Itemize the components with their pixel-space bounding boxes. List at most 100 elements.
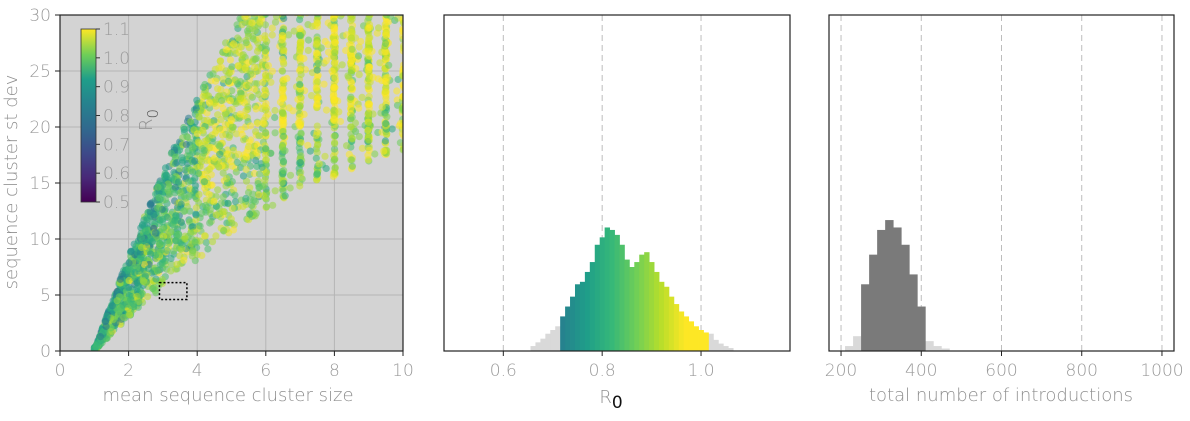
scatter-point	[170, 144, 178, 152]
hist-bar	[925, 341, 934, 351]
scatter-point	[205, 92, 213, 100]
scatter-point	[338, 61, 346, 69]
scatter-point	[202, 238, 210, 246]
hist-x-tick-label: 400	[905, 361, 937, 381]
scatter-point	[313, 122, 321, 130]
scatter-point	[229, 40, 238, 48]
scatter-point	[133, 292, 141, 300]
scatter-point	[258, 7, 265, 14]
scatter-point	[219, 169, 227, 177]
hist-bar	[885, 220, 894, 351]
scatter-point	[296, 16, 304, 24]
scatter-point	[156, 248, 164, 256]
introductions-grid	[840, 15, 1163, 351]
scatter-y-tick-label: 30	[29, 6, 51, 26]
scatter-point	[158, 225, 166, 233]
scatter-point	[314, 7, 321, 14]
scatter-point	[202, 196, 210, 204]
scatter-point	[364, 66, 373, 74]
scatter-x-tick-label: 8	[329, 361, 340, 381]
scatter-point	[295, 144, 303, 152]
scatter-point	[231, 191, 239, 199]
scatter-point	[242, 165, 250, 174]
scatter-point	[264, 62, 272, 70]
scatter-point	[365, 15, 373, 22]
scatter-point	[400, 105, 403, 113]
scatter-point	[300, 110, 308, 118]
scatter-point	[271, 129, 279, 137]
hist-bar	[718, 343, 724, 351]
scatter-point	[369, 73, 377, 81]
scatter-point	[224, 77, 233, 85]
scatter-point	[297, 70, 305, 79]
scatter-point	[201, 137, 209, 145]
scatter-point	[330, 15, 338, 22]
scatter-point	[381, 87, 389, 95]
scatter-point	[280, 15, 288, 22]
introductions-x-label: total number of introductions	[869, 385, 1133, 406]
scatter-point	[172, 153, 180, 161]
scatter-point	[399, 92, 403, 101]
scatter-point	[189, 223, 197, 231]
scatter-point	[306, 147, 314, 155]
scatter-point	[348, 162, 356, 170]
scatter-point	[286, 171, 295, 179]
hist-bar	[589, 262, 596, 351]
scatter-point	[351, 119, 359, 127]
scatter-point	[196, 222, 204, 230]
colorbar-tick-label: 1.1	[103, 20, 130, 40]
scatter-point	[177, 200, 185, 208]
scatter-point	[248, 93, 256, 101]
scatter-point	[231, 76, 239, 84]
scatter-point	[268, 67, 276, 75]
scatter-point	[193, 130, 202, 138]
scatter-point	[116, 275, 124, 283]
scatter-point	[347, 17, 355, 25]
introductions-x-ticks: 200 400 600 800 1000	[825, 351, 1184, 381]
scatter-point	[313, 78, 322, 86]
scatter-point	[386, 15, 395, 20]
scatter-point	[396, 139, 403, 147]
scatter-point	[217, 85, 225, 94]
scatter-point	[148, 238, 156, 246]
scatter-point	[171, 183, 179, 191]
scatter-point	[279, 132, 288, 140]
scatter-point	[331, 74, 339, 82]
scatter-point	[262, 8, 269, 15]
scatter-point	[331, 163, 339, 172]
scatter-point	[248, 19, 256, 27]
scatter-point	[307, 92, 316, 100]
scatter-point	[325, 48, 333, 56]
hist-bar	[853, 336, 862, 351]
scatter-point	[312, 131, 320, 139]
scatter-point	[139, 276, 147, 284]
colorbar: 0.5 0.6 0.7 0.8 0.9 1.0 1.1 R0	[80, 20, 162, 213]
hist-bar	[917, 306, 926, 351]
scatter-point	[251, 15, 259, 21]
scatter-point	[347, 123, 355, 131]
scatter-point	[209, 70, 217, 78]
scatter-point	[296, 80, 304, 88]
hist-bar	[688, 321, 695, 351]
scatter-y-tick-label: 10	[29, 230, 51, 250]
scatter-point	[149, 284, 157, 293]
scatter-point	[108, 302, 116, 310]
scatter-point	[242, 194, 250, 203]
scatter-point	[212, 232, 220, 240]
scatter-point	[241, 15, 249, 21]
scatter-point	[358, 144, 366, 152]
scatter-point	[192, 182, 200, 190]
scatter-point	[192, 211, 200, 219]
scatter-point	[332, 15, 336, 16]
scatter-point	[137, 234, 146, 242]
scatter-point	[375, 24, 383, 32]
scatter-point	[381, 48, 389, 56]
scatter-point	[167, 267, 175, 275]
scatter-point	[158, 237, 166, 245]
scatter-x-label: mean sequence cluster size	[102, 385, 353, 406]
scatter-point	[150, 210, 158, 218]
scatter-point	[244, 103, 252, 111]
scatter-point	[138, 220, 147, 229]
scatter-point	[214, 111, 222, 119]
scatter-point	[268, 31, 276, 39]
